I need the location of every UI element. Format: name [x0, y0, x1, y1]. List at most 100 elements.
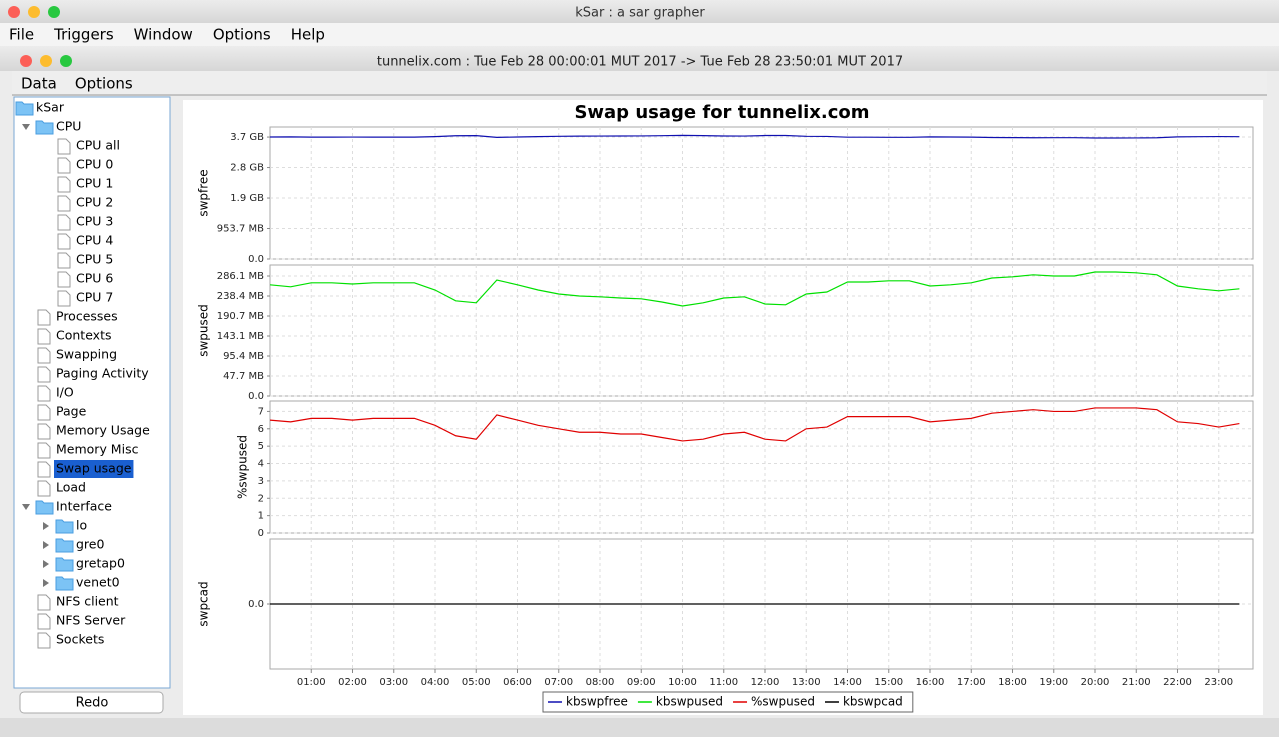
tree-label[interactable]: CPU 3 — [76, 214, 113, 229]
tree-label[interactable]: gre0 — [76, 537, 104, 552]
doc-title: tunnelix.com : Tue Feb 28 00:00:01 MUT 2… — [377, 55, 903, 70]
folder-icon — [15, 101, 34, 116]
series-line — [269, 407, 1240, 442]
minimize-button[interactable] — [28, 6, 40, 18]
collapse-arrow[interactable] — [43, 541, 49, 549]
file-icon — [57, 252, 71, 269]
tree-label[interactable]: Swap usage — [56, 461, 132, 476]
y-axis-label: swpfree — [197, 169, 211, 216]
x-tick-label: 23:00 — [1204, 677, 1233, 688]
y-tick-label: 1 — [258, 511, 264, 522]
x-tick-label: 08:00 — [586, 677, 615, 688]
tree-label[interactable]: Page — [56, 404, 87, 419]
file-icon — [37, 366, 51, 383]
tree-label[interactable]: gretap0 — [76, 556, 125, 571]
tree-label[interactable]: CPU 2 — [76, 195, 113, 210]
tree-label[interactable]: Contexts — [56, 328, 111, 343]
x-tick-label: 03:00 — [379, 677, 408, 688]
expand-arrow[interactable] — [22, 124, 30, 130]
y-tick-label: 286.1 MB — [217, 271, 264, 282]
tree-label[interactable]: Sockets — [56, 632, 104, 647]
file-icon — [37, 594, 51, 611]
menu-item[interactable]: Options — [75, 75, 133, 93]
close-button[interactable] — [8, 6, 20, 18]
menu-item[interactable]: Triggers — [53, 26, 114, 44]
x-tick-label: 07:00 — [544, 677, 573, 688]
y-tick-label: 7 — [258, 406, 264, 417]
tree-label[interactable]: NFS Server — [56, 613, 126, 628]
file-icon — [57, 176, 71, 193]
x-tick-label: 20:00 — [1081, 677, 1110, 688]
menu-item[interactable]: Data — [21, 75, 57, 93]
tree-label[interactable]: CPU 1 — [76, 176, 113, 191]
tree-label[interactable]: lo — [76, 518, 87, 533]
y-tick-label: 6 — [258, 424, 264, 435]
plot-area — [269, 264, 1254, 397]
tree-label[interactable]: CPU 0 — [76, 157, 113, 172]
x-tick-label: 17:00 — [957, 677, 986, 688]
folder-icon — [55, 538, 74, 553]
collapse-arrow[interactable] — [43, 522, 49, 530]
tree-label[interactable]: Processes — [56, 309, 118, 324]
file-icon — [37, 423, 51, 440]
redo-button[interactable] — [19, 691, 164, 714]
tree-label[interactable]: Interface — [56, 499, 112, 514]
tree-label[interactable]: Load — [56, 480, 86, 495]
app-titlebar — [0, 0, 1279, 23]
file-icon — [57, 290, 71, 307]
x-tick-label: 04:00 — [421, 677, 450, 688]
expand-arrow[interactable] — [22, 504, 30, 510]
y-tick-label: 0.0 — [248, 391, 264, 402]
file-icon — [37, 442, 51, 459]
selection — [54, 460, 134, 478]
doc-titlebar — [0, 46, 1279, 71]
tree-label[interactable]: venet0 — [76, 575, 120, 590]
x-tick-label: 02:00 — [338, 677, 367, 688]
folder-icon — [35, 120, 54, 135]
menu-item[interactable]: Window — [134, 26, 193, 44]
tree-label[interactable]: I/O — [56, 385, 74, 400]
menu-item[interactable]: File — [9, 26, 34, 44]
file-icon — [57, 214, 71, 231]
x-tick-label: 06:00 — [503, 677, 532, 688]
file-icon — [57, 157, 71, 174]
menu-item[interactable]: Options — [213, 26, 271, 44]
y-tick-label: 5 — [258, 441, 264, 452]
doc-minimize-button[interactable] — [40, 55, 52, 67]
tree-label[interactable]: CPU 4 — [76, 233, 113, 248]
tree-label[interactable]: CPU 7 — [76, 290, 113, 305]
x-tick-label: 16:00 — [916, 677, 945, 688]
tree-label[interactable]: Paging Activity — [56, 366, 149, 381]
menu-item[interactable]: Help — [291, 26, 325, 44]
tree-label[interactable]: CPU 6 — [76, 271, 113, 286]
y-tick-label: 190.7 MB — [217, 311, 264, 322]
collapse-arrow[interactable] — [43, 579, 49, 587]
file-icon — [37, 385, 51, 402]
tree-label[interactable]: CPU — [56, 119, 81, 134]
tree-label[interactable]: NFS client — [56, 594, 119, 609]
file-icon — [57, 195, 71, 212]
chart-title: Swap usage for tunnelix.com — [574, 102, 869, 123]
tree-label[interactable]: kSar — [36, 100, 65, 115]
series-line — [269, 271, 1240, 307]
legend-label: kbswpfree — [566, 695, 628, 709]
doc-zoom-button[interactable] — [60, 55, 72, 67]
file-icon — [57, 233, 71, 250]
tree-label[interactable]: Memory Misc — [56, 442, 139, 457]
file-icon — [37, 404, 51, 421]
doc-close-button[interactable] — [20, 55, 32, 67]
y-tick-label: 47.7 MB — [223, 371, 264, 382]
tree-label[interactable]: CPU 5 — [76, 252, 113, 267]
tree-label[interactable]: Memory Usage — [56, 423, 150, 438]
collapse-arrow[interactable] — [43, 560, 49, 568]
file-icon — [37, 461, 51, 478]
app-menubar — [0, 23, 1279, 46]
x-tick-label: 21:00 — [1122, 677, 1151, 688]
file-icon — [37, 613, 51, 630]
legend-label: kbswpcad — [843, 695, 903, 709]
tree-label[interactable]: Swapping — [56, 347, 117, 362]
tree-label[interactable]: CPU all — [76, 138, 120, 153]
zoom-button[interactable] — [48, 6, 60, 18]
status-bar — [0, 718, 1279, 737]
